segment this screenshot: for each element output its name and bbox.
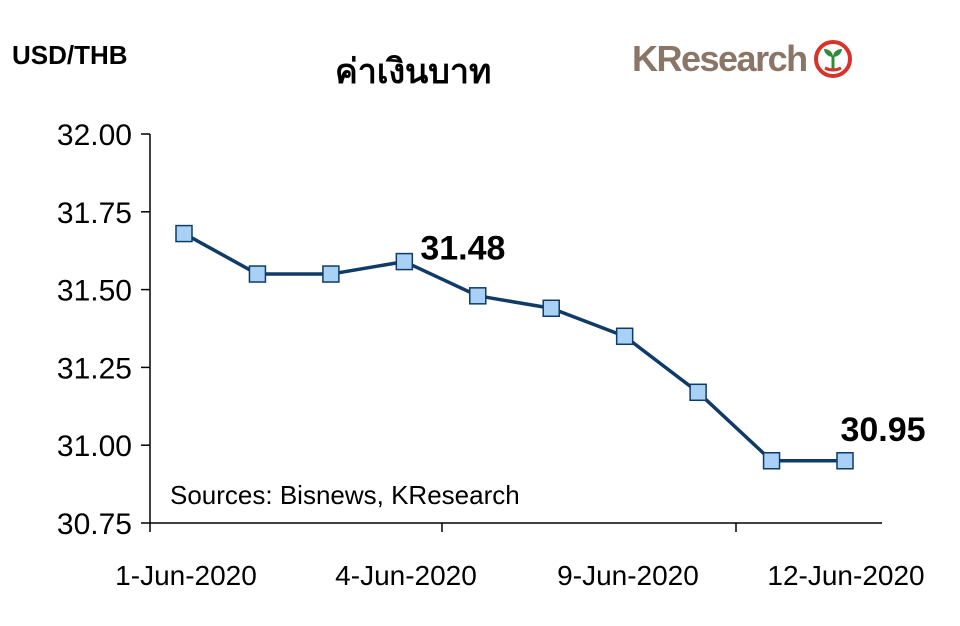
logo-text: KResearch — [632, 38, 808, 79]
data-labels: 31.48 30.95 — [420, 230, 925, 449]
data-point-marker — [322, 265, 340, 283]
y-tick-label: 31.75 — [57, 197, 132, 230]
unit-label: USD/THB — [12, 40, 128, 70]
y-tick-label: 31.00 — [57, 430, 132, 463]
y-tick-label: 32.00 — [57, 119, 132, 152]
series-line — [183, 232, 845, 463]
data-point-marker — [175, 224, 193, 243]
y-tick-labels: 32.00 31.75 31.50 31.25 31.00 30.75 — [57, 119, 132, 541]
kresearch-logo: KResearch — [632, 38, 853, 80]
data-label: 31.48 — [420, 230, 505, 268]
y-tick-label: 31.50 — [57, 275, 132, 308]
x-tick-label: 12-Jun-2020 — [767, 560, 924, 591]
source-note: Sources: Bisnews, KResearch — [170, 480, 520, 510]
chart-title: ค่าเงินบาท — [335, 52, 492, 92]
data-label: 30.95 — [840, 411, 925, 449]
kasikorn-leaf-icon — [813, 40, 852, 78]
data-point-marker — [836, 452, 854, 470]
data-point-marker — [542, 299, 560, 318]
data-point-marker — [689, 383, 707, 402]
data-point-marker — [469, 287, 487, 305]
data-point-marker — [248, 265, 267, 283]
series-markers — [175, 224, 854, 470]
x-tick-label: 9-Jun-2020 — [557, 560, 699, 591]
chart-axes — [141, 133, 882, 532]
data-point-marker — [762, 452, 781, 470]
y-tick-label: 31.25 — [57, 352, 132, 385]
y-tick-label: 30.75 — [57, 508, 132, 541]
x-tick-label: 4-Jun-2020 — [335, 560, 477, 591]
data-point-marker — [615, 327, 634, 346]
x-tick-label: 1-Jun-2020 — [115, 560, 257, 591]
data-point-marker — [395, 252, 414, 271]
x-tick-labels: 1-Jun-2020 4-Jun-2020 9-Jun-2020 12-Jun-202… — [115, 560, 924, 591]
series-polyline — [183, 232, 845, 463]
